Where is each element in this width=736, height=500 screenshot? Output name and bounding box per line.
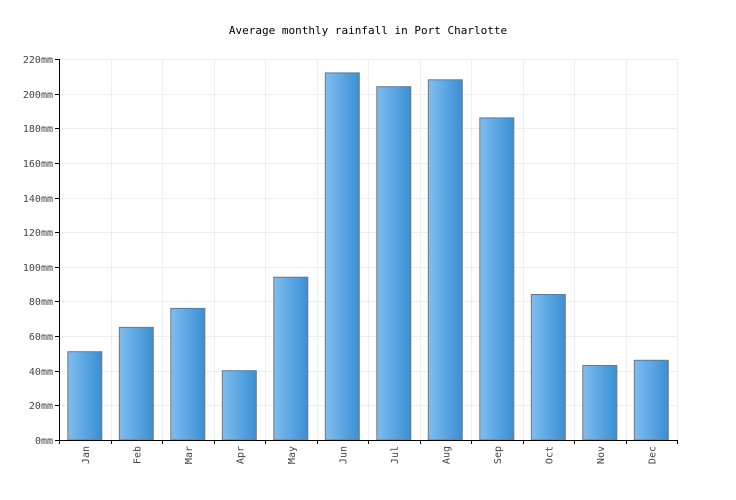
bar-jul (376, 86, 412, 441)
y-tick-label: 100mm (23, 263, 53, 274)
bar-dec (633, 359, 669, 441)
y-axis-ticks: 0mm 20mm 40mm 60mm 80mm 100mm 120mm 140mm 160mm 1… (23, 55, 59, 447)
y-tick-label: 160mm (23, 159, 53, 170)
x-tick-label: Oct (544, 446, 555, 464)
x-tick-label: Mar (184, 446, 195, 464)
x-axis-ticks: Jan Feb Mar Apr May Jun Jul Aug Sep Oct Nov Dec (59, 440, 678, 464)
y-tick-label: 140mm (23, 194, 53, 205)
y-tick-label: 180mm (23, 124, 53, 135)
bars-layer (67, 72, 669, 441)
bar-oct (530, 294, 566, 441)
x-tick-label: Dec (647, 446, 658, 464)
bar-jan (67, 351, 103, 441)
x-tick-label: May (287, 446, 298, 464)
bar-may (273, 276, 309, 441)
bar-feb (118, 326, 154, 441)
grid-layer (59, 59, 678, 441)
x-tick-label: Apr (235, 446, 246, 464)
x-tick-label: Jan (81, 446, 92, 464)
bar-apr (221, 370, 257, 441)
y-tick-label: 200mm (23, 90, 53, 101)
bar-sep (479, 117, 515, 441)
x-tick-label: Aug (441, 446, 452, 464)
x-tick-label: Nov (596, 446, 607, 464)
y-tick-label: 60mm (29, 332, 53, 343)
x-tick-label: Jul (390, 446, 401, 464)
y-tick-label: 220mm (23, 55, 53, 66)
chart-title: Average monthly rainfall in Port Charlot… (229, 24, 507, 37)
x-tick-label: Jun (338, 446, 349, 464)
bar-jun (324, 72, 360, 441)
bar-aug (427, 79, 463, 441)
y-tick-label: 120mm (23, 228, 53, 239)
y-tick-label: 40mm (29, 367, 53, 378)
y-tick-label: 0mm (35, 436, 53, 447)
y-tick-label: 80mm (29, 297, 53, 308)
x-tick-label: Sep (493, 446, 504, 464)
bar-nov (582, 365, 618, 441)
y-tick-label: 20mm (29, 401, 53, 412)
x-tick-label: Feb (132, 446, 143, 464)
bar-mar (170, 307, 206, 441)
